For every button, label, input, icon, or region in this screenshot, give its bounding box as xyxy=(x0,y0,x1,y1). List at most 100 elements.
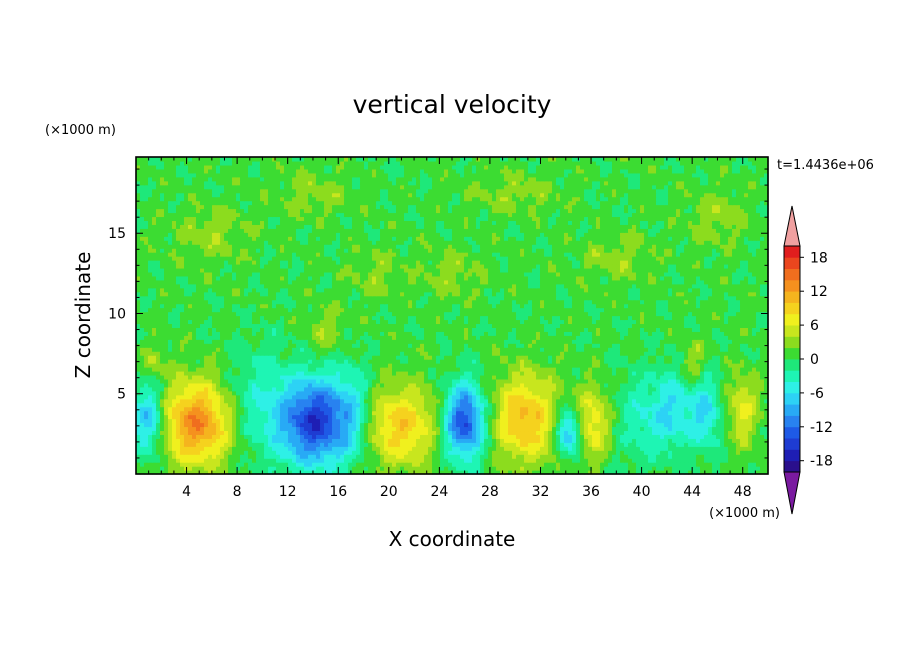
heatmap-cell xyxy=(216,426,221,432)
heatmap-cell xyxy=(620,470,625,475)
heatmap-cell xyxy=(148,378,153,384)
heatmap-cell xyxy=(748,367,753,372)
heatmap-cell xyxy=(432,470,437,475)
heatmap-cell xyxy=(484,442,489,447)
heatmap-cell xyxy=(516,390,521,396)
heatmap-cell xyxy=(356,378,361,384)
heatmap-cell xyxy=(296,363,301,368)
heatmap-cell xyxy=(188,454,193,459)
heatmap-cell xyxy=(180,462,185,467)
heatmap-cell xyxy=(340,454,345,459)
heatmap-cell xyxy=(212,426,217,432)
heatmap-cell xyxy=(328,355,333,360)
heatmap-cell xyxy=(520,434,525,439)
heatmap-cell xyxy=(716,462,721,467)
heatmap-cell xyxy=(176,466,181,471)
heatmap-cell xyxy=(540,442,545,447)
heatmap-cell xyxy=(392,466,397,471)
heatmap-cell xyxy=(420,347,425,352)
heatmap-cell xyxy=(204,462,209,467)
heatmap-cell xyxy=(524,466,529,471)
heatmap-cell xyxy=(752,398,757,404)
heatmap-cell xyxy=(512,359,517,364)
heatmap-cell xyxy=(428,450,433,455)
heatmap-cell xyxy=(692,402,697,408)
heatmap-cell xyxy=(468,450,473,455)
heatmap-cell xyxy=(416,458,421,463)
heatmap-cell xyxy=(396,434,401,439)
heatmap-cell xyxy=(248,386,253,392)
heatmap-cell xyxy=(556,454,561,459)
heatmap-cell xyxy=(444,430,449,435)
heatmap-cell xyxy=(268,450,273,455)
heatmap-cell xyxy=(204,370,209,376)
heatmap-cell xyxy=(696,434,701,439)
heatmap-cell xyxy=(424,406,429,412)
heatmap-cell xyxy=(352,359,357,364)
heatmap-cell xyxy=(560,414,565,420)
heatmap-cell xyxy=(404,434,409,439)
heatmap-cell xyxy=(568,398,573,404)
heatmap-cell xyxy=(572,414,577,420)
heatmap-cell xyxy=(256,386,261,392)
heatmap-cell xyxy=(452,378,457,384)
heatmap-cell xyxy=(272,363,277,368)
heatmap-cell xyxy=(356,406,361,412)
heatmap-cell xyxy=(316,390,321,396)
heatmap-cell xyxy=(556,406,561,412)
heatmap-cell xyxy=(148,450,153,455)
heatmap-cell xyxy=(316,466,321,471)
heatmap-cell xyxy=(536,382,541,388)
heatmap-cell xyxy=(660,378,665,384)
heatmap-cell xyxy=(432,454,437,459)
heatmap-cell xyxy=(140,422,145,428)
heatmap-cell xyxy=(536,355,541,360)
heatmap-cell xyxy=(396,367,401,372)
heatmap-cell xyxy=(196,434,201,439)
heatmap-cell xyxy=(488,394,493,400)
heatmap-cell xyxy=(588,378,593,384)
heatmap-cell xyxy=(200,414,205,420)
heatmap-cell xyxy=(292,374,297,380)
heatmap-cell xyxy=(384,414,389,420)
heatmap-cell xyxy=(256,438,261,443)
heatmap-cell xyxy=(656,355,661,360)
heatmap-cell xyxy=(316,378,321,384)
heatmap-cell xyxy=(500,438,505,443)
heatmap-cell xyxy=(668,355,673,360)
heatmap-cell xyxy=(560,446,565,451)
heatmap-cell xyxy=(672,414,677,420)
heatmap-cell xyxy=(188,402,193,408)
heatmap-cell xyxy=(500,462,505,467)
heatmap-cell xyxy=(716,386,721,392)
heatmap-cell xyxy=(152,470,157,475)
heatmap-cell xyxy=(492,438,497,443)
heatmap-cell xyxy=(168,394,173,400)
heatmap-cell xyxy=(456,359,461,364)
heatmap-cell xyxy=(332,386,337,392)
heatmap-cell xyxy=(440,367,445,372)
heatmap-cell xyxy=(412,390,417,396)
heatmap-cell xyxy=(340,426,345,432)
heatmap-cell xyxy=(668,446,673,451)
heatmap-cell xyxy=(240,347,245,352)
heatmap-cell xyxy=(456,426,461,432)
heatmap-cell xyxy=(156,454,161,459)
heatmap-cell xyxy=(176,351,181,356)
heatmap-cell xyxy=(576,390,581,396)
heatmap-cell xyxy=(432,370,437,376)
heatmap-cell xyxy=(736,370,741,376)
heatmap-cell xyxy=(704,363,709,368)
heatmap-cell xyxy=(432,394,437,400)
heatmap-cell xyxy=(288,351,293,356)
heatmap-cell xyxy=(404,402,409,408)
heatmap-cell xyxy=(664,370,669,376)
heatmap-cell xyxy=(280,363,285,368)
heatmap-cell xyxy=(172,442,177,447)
heatmap-cell xyxy=(460,462,465,467)
heatmap-cell xyxy=(500,458,505,463)
heatmap-cell xyxy=(368,414,373,420)
heatmap-cell xyxy=(560,390,565,396)
heatmap-cell xyxy=(652,351,657,356)
heatmap-cell xyxy=(500,355,505,360)
